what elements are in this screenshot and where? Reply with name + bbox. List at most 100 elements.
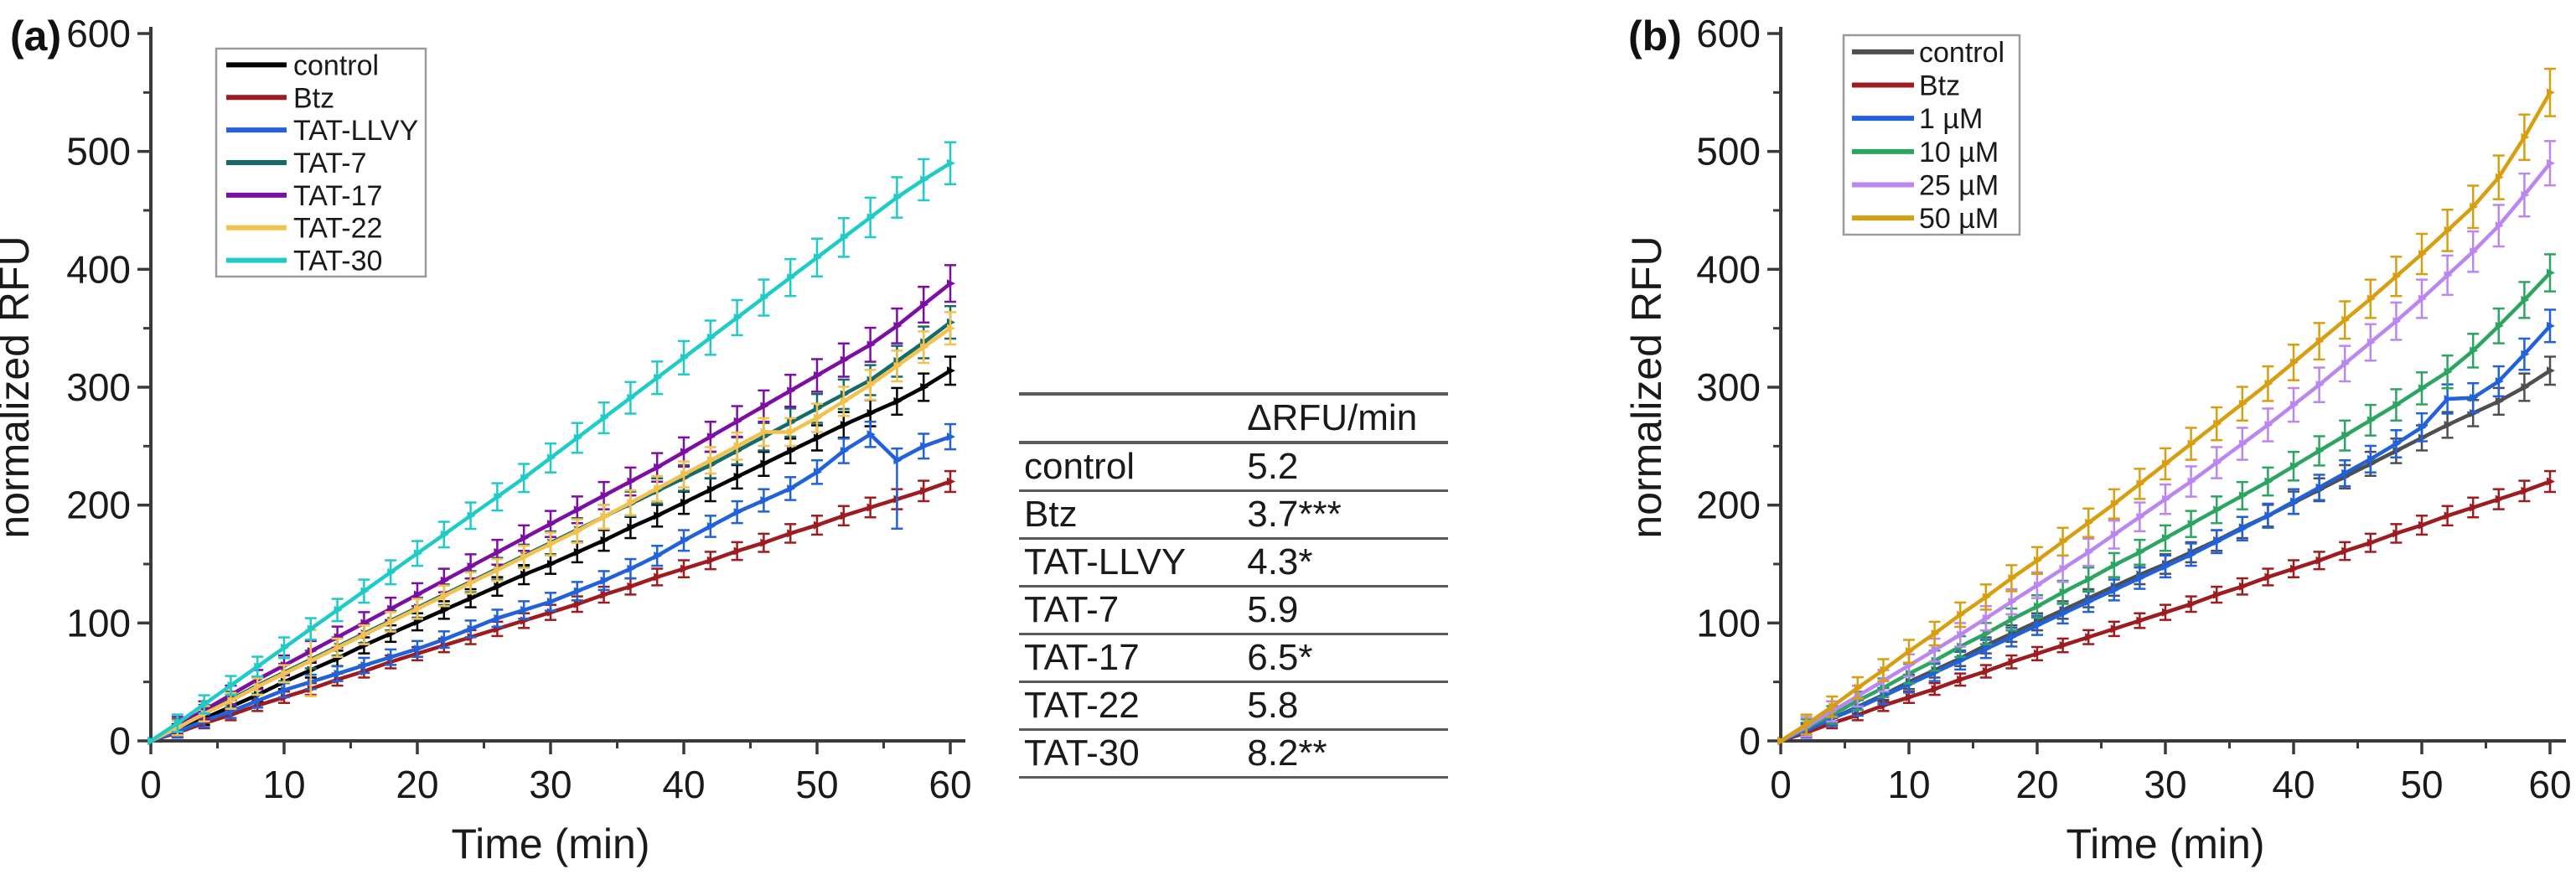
- data-point-marker: [2085, 633, 2094, 642]
- data-point-marker: [147, 737, 156, 745]
- series-control: [147, 355, 956, 745]
- data-point-marker: [281, 643, 289, 652]
- data-point-marker: [1982, 629, 1991, 638]
- data-point-marker: [387, 567, 396, 577]
- data-point-marker: [2392, 317, 2402, 326]
- table-row: control 5.2: [1019, 443, 1448, 492]
- data-point-marker: [2264, 511, 2273, 520]
- data-point-marker: [2238, 491, 2248, 500]
- data-point-marker: [2341, 546, 2351, 556]
- data-point-marker: [2162, 459, 2170, 468]
- data-point-marker: [2085, 575, 2094, 584]
- data-point-marker: [680, 470, 689, 479]
- data-point-marker: [840, 421, 849, 430]
- data-point-marker: [2418, 384, 2427, 393]
- data-point-marker: [866, 503, 876, 512]
- data-point-marker: [627, 477, 636, 486]
- data-point-marker: [627, 498, 636, 507]
- data-point-marker: [414, 590, 422, 599]
- data-point-marker: [760, 293, 769, 303]
- data-point-marker: [547, 540, 556, 549]
- data-point-marker: [947, 432, 955, 442]
- data-point-marker: [2315, 556, 2325, 565]
- data-point-marker: [520, 552, 530, 562]
- data-point-marker: [600, 512, 609, 521]
- series-btz: [1777, 469, 2556, 745]
- data-point-marker: [920, 300, 929, 309]
- data-point-marker: [2213, 590, 2222, 599]
- data-point-marker: [227, 696, 236, 706]
- data-point-marker: [2290, 462, 2299, 471]
- data-point-marker: [2495, 221, 2504, 230]
- data-point-marker: [520, 570, 530, 579]
- data-point-marker: [2418, 250, 2427, 259]
- data-point-marker: [1982, 667, 1991, 676]
- y-tick-label: 400: [1696, 247, 1761, 291]
- data-point-marker: [494, 547, 503, 556]
- data-point-marker: [2547, 321, 2555, 330]
- data-point-marker: [627, 393, 636, 402]
- data-point-marker: [2521, 383, 2530, 391]
- series-line-tat-llvy: [148, 432, 953, 743]
- data-point-marker: [760, 459, 769, 468]
- data-point-marker: [840, 396, 849, 406]
- data-point-marker: [307, 656, 316, 665]
- data-point-marker: [227, 681, 236, 690]
- data-point-marker: [733, 508, 742, 517]
- data-point-marker: [654, 373, 663, 382]
- data-point-marker: [2290, 564, 2299, 573]
- data-point-marker: [2008, 615, 2017, 624]
- data-point-marker: [2034, 649, 2042, 658]
- data-point-marker: [920, 175, 929, 184]
- legend-label-btz: Btz: [1919, 70, 1960, 102]
- data-point-marker: [2136, 547, 2145, 556]
- data-point-marker: [2162, 534, 2170, 543]
- data-point-marker: [467, 562, 476, 571]
- data-point-marker: [2418, 294, 2427, 303]
- data-point-marker: [627, 564, 636, 573]
- data-point-marker: [2444, 511, 2453, 520]
- data-point-marker: [2392, 529, 2402, 538]
- data-point-marker: [2136, 479, 2145, 489]
- x-axis-title: Time (min): [451, 820, 649, 867]
- row-value-cell: 6.5*: [1242, 634, 1448, 683]
- data-point-marker: [2315, 337, 2325, 346]
- y-tick-label: 200: [1696, 484, 1761, 527]
- data-point-marker: [254, 696, 263, 706]
- data-point-marker: [840, 355, 849, 365]
- data-point-marker: [2162, 494, 2170, 504]
- data-point-marker: [2034, 602, 2042, 611]
- data-point-marker: [2547, 477, 2555, 486]
- data-point-marker: [814, 468, 822, 477]
- y-tick-label: 100: [1696, 601, 1761, 644]
- data-point-marker: [2008, 598, 2017, 607]
- data-point-marker: [2059, 564, 2068, 573]
- data-point-marker: [254, 662, 263, 671]
- data-point-marker: [2470, 247, 2479, 256]
- row-label-cell: TAT-7: [1019, 586, 1243, 635]
- data-point-marker: [787, 427, 796, 437]
- data-point-marker: [2521, 295, 2530, 304]
- data-point-marker: [307, 624, 316, 634]
- data-point-marker: [281, 669, 289, 678]
- legend-label-btz: Btz: [293, 82, 334, 114]
- data-point-marker: [787, 273, 796, 282]
- x-tick-label: 40: [662, 763, 705, 806]
- legend-label-control: control: [293, 49, 379, 81]
- data-point-marker: [733, 313, 742, 323]
- data-point-marker: [520, 474, 530, 483]
- x-tick-label: 30: [2144, 763, 2186, 806]
- data-point-marker: [440, 530, 449, 539]
- data-point-marker: [573, 587, 582, 596]
- data-point-marker: [2315, 380, 2325, 390]
- data-point-marker: [494, 582, 503, 591]
- data-point-marker: [494, 566, 503, 575]
- data-point-marker: [520, 605, 530, 614]
- data-point-marker: [654, 484, 663, 493]
- data-point-marker: [600, 590, 609, 599]
- data-point-marker: [947, 279, 955, 288]
- y-tick-label: 0: [109, 719, 131, 763]
- data-point-marker: [2521, 132, 2530, 142]
